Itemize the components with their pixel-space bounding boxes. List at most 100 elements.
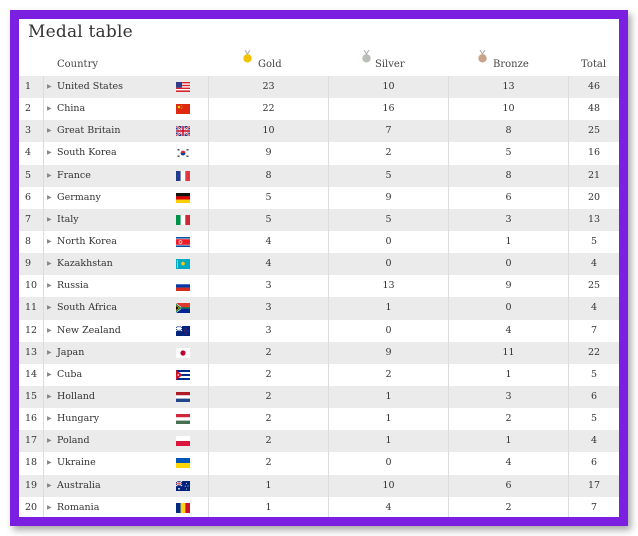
bronze-count: 8 [505, 125, 512, 137]
expand-arrow-icon[interactable]: ▶ [47, 326, 52, 334]
country-name[interactable]: Kazakhstan [57, 258, 113, 270]
expand-arrow-icon[interactable]: ▶ [47, 149, 52, 157]
expand-arrow-icon[interactable]: ▶ [47, 481, 52, 489]
country-name[interactable]: France [57, 169, 91, 181]
rank-cell: 13 [25, 346, 38, 358]
expand-arrow-icon[interactable]: ▶ [47, 237, 52, 245]
hu-flag-icon [176, 414, 190, 425]
table-row[interactable]: 16 ▶ Hungary 2 1 2 5 [19, 408, 619, 431]
total-count: 5 [590, 368, 598, 380]
country-name[interactable]: North Korea [57, 235, 117, 247]
table-row[interactable]: 10 ▶ Russia 3 13 9 25 [19, 275, 619, 298]
total-count: 48 [587, 103, 601, 115]
total-count: 21 [587, 169, 601, 181]
expand-arrow-icon[interactable]: ▶ [47, 503, 52, 511]
expand-arrow-icon[interactable]: ▶ [47, 215, 52, 223]
bronze-count: 3 [505, 213, 512, 225]
expand-arrow-icon[interactable]: ▶ [47, 415, 52, 423]
expand-arrow-icon[interactable]: ▶ [47, 282, 52, 290]
table-row[interactable]: 7 ▶ Italy 5 5 3 13 [19, 208, 619, 231]
rank-cell: 19 [25, 479, 38, 491]
country-name[interactable]: Germany [57, 191, 101, 203]
table-row[interactable]: 8 ▶ North Korea 4 0 1 5 [19, 230, 619, 254]
total-count: 16 [587, 147, 601, 159]
country-name[interactable]: Great Britain [57, 125, 121, 137]
table-row[interactable]: 1 ▶ United States 23 10 13 46 [19, 76, 619, 99]
table-row[interactable]: 5 ▶ France 8 5 8 21 [19, 164, 619, 187]
table-row[interactable]: 2 ▶ China 22 16 10 48 [19, 98, 619, 121]
total-count: 7 [590, 501, 598, 513]
country-name[interactable]: New Zealand [57, 324, 121, 336]
table-row[interactable]: 19 ▶ Australia 1 10 6 17 [19, 474, 619, 497]
silver-count: 0 [385, 258, 392, 270]
column-header-country[interactable]: Country [57, 59, 99, 70]
expand-arrow-icon[interactable]: ▶ [47, 83, 52, 90]
table-row[interactable]: 4 ▶ South Korea 9 2 5 16 [19, 142, 619, 165]
expand-arrow-icon[interactable]: ▶ [47, 127, 52, 135]
za-flag-icon [176, 303, 190, 314]
country-name[interactable]: Hungary [57, 413, 100, 425]
country-name[interactable]: Japan [57, 346, 85, 358]
country-name[interactable]: Italy [57, 213, 79, 225]
column-header-bronze[interactable]: Bronze [493, 59, 529, 70]
country-name[interactable]: Cuba [57, 368, 83, 380]
expand-arrow-icon[interactable]: ▶ [47, 370, 52, 378]
country-name[interactable]: United States [57, 81, 124, 92]
expand-arrow-icon[interactable]: ▶ [47, 171, 52, 179]
table-row[interactable]: 15 ▶ Holland 2 1 3 6 [19, 385, 619, 409]
table-row[interactable]: 11 ▶ South Africa 3 1 0 4 [19, 297, 619, 320]
column-divider [448, 76, 449, 517]
rank-cell: 5 [25, 169, 32, 181]
country-name[interactable]: Australia [57, 479, 101, 491]
column-divider [43, 76, 44, 517]
ru-flag-icon [176, 281, 190, 292]
country-name[interactable]: Russia [57, 280, 89, 292]
table-row[interactable]: 17 ▶ Poland 2 1 1 4 [19, 430, 619, 453]
rank-cell: 11 [25, 302, 38, 314]
total-count: 4 [590, 302, 598, 314]
gold-count: 3 [265, 302, 272, 314]
country-name[interactable]: Romania [57, 501, 100, 513]
jp-flag-icon [176, 347, 190, 358]
country-name[interactable]: China [57, 103, 86, 115]
expand-arrow-icon[interactable]: ▶ [47, 304, 52, 312]
country-name[interactable]: Poland [57, 435, 90, 447]
table-row[interactable]: 18 ▶ Ukraine 2 0 4 6 [19, 452, 619, 475]
country-name[interactable]: Holland [57, 390, 95, 402]
table-row[interactable]: 3 ▶ Great Britain 10 7 8 25 [19, 120, 619, 143]
column-header-gold[interactable]: Gold [258, 59, 282, 70]
country-name[interactable]: Ukraine [57, 457, 96, 469]
table-row[interactable]: 13 ▶ Japan 2 9 11 22 [19, 341, 619, 364]
table-row[interactable]: 6 ▶ Germany 5 9 6 20 [19, 186, 619, 209]
column-header-total[interactable]: Total [581, 59, 607, 70]
bronze-count: 4 [505, 324, 512, 336]
silver-count: 0 [385, 457, 392, 469]
country-name[interactable]: South Africa [57, 302, 118, 314]
total-count: 7 [590, 324, 598, 336]
bronze-count: 0 [505, 258, 512, 270]
expand-arrow-icon[interactable]: ▶ [47, 437, 52, 445]
gold-count: 2 [265, 413, 272, 425]
country-name[interactable]: South Korea [57, 147, 117, 159]
page-title: Medal table [28, 22, 133, 42]
table-row[interactable]: 14 ▶ Cuba 2 2 1 5 [19, 363, 619, 386]
expand-arrow-icon[interactable]: ▶ [47, 348, 52, 356]
table-row[interactable]: 9 ▶ Kazakhstan 4 0 0 4 [19, 253, 619, 276]
expand-arrow-icon[interactable]: ▶ [47, 459, 52, 467]
table-row[interactable]: 20 ▶ Romania 1 4 2 7 [19, 496, 619, 517]
column-divider [208, 76, 209, 517]
expand-arrow-icon[interactable]: ▶ [47, 105, 52, 113]
expand-arrow-icon[interactable]: ▶ [47, 392, 52, 400]
bronze-count: 4 [505, 457, 512, 469]
column-divider [328, 76, 329, 517]
gold-count: 4 [265, 258, 272, 270]
bronze-count: 2 [505, 501, 512, 513]
gold-count: 23 [262, 81, 275, 92]
expand-arrow-icon[interactable]: ▶ [47, 193, 52, 201]
column-header-silver[interactable]: Silver [375, 59, 405, 70]
expand-arrow-icon[interactable]: ▶ [47, 260, 52, 268]
bronze-count: 6 [505, 479, 512, 491]
table-row[interactable]: 12 ▶ New Zealand 3 0 4 7 [19, 319, 619, 342]
rank-cell: 17 [25, 435, 38, 447]
silver-count: 13 [382, 280, 395, 292]
